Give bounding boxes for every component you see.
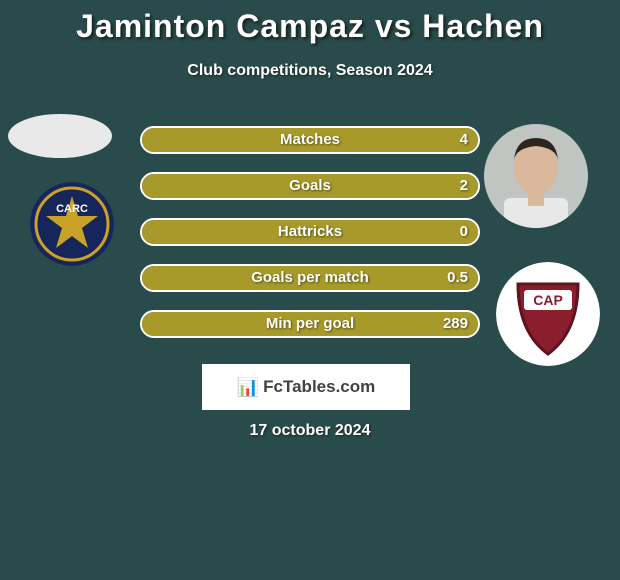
stat-label: Hattricks bbox=[142, 220, 478, 244]
chart-icon: 📊 bbox=[237, 378, 259, 396]
stat-label: Goals per match bbox=[142, 266, 478, 290]
avatar-right-svg bbox=[484, 124, 588, 228]
stat-row: Goals2 bbox=[140, 172, 480, 200]
watermark: 📊 FcTables.com bbox=[202, 364, 410, 410]
stat-label: Matches bbox=[142, 128, 478, 152]
page-subtitle: Club competitions, Season 2024 bbox=[0, 62, 620, 80]
stat-value-right: 289 bbox=[443, 312, 468, 336]
player-right-avatar bbox=[484, 124, 588, 228]
stat-row: Hattricks0 bbox=[140, 218, 480, 246]
stat-value-right: 4 bbox=[460, 128, 468, 152]
watermark-text: FcTables.com bbox=[263, 377, 375, 397]
crest-left-text: CARC bbox=[56, 203, 88, 215]
date-label: 17 october 2024 bbox=[0, 422, 620, 440]
stat-row: Min per goal289 bbox=[140, 310, 480, 338]
crest-right-text: CAP bbox=[533, 292, 563, 308]
page-title: Jaminton Campaz vs Hachen bbox=[0, 8, 620, 45]
stat-label: Min per goal bbox=[142, 312, 478, 336]
player-right-crest: CAP bbox=[496, 262, 600, 366]
stat-label: Goals bbox=[142, 174, 478, 198]
crest-left-svg: CARC bbox=[30, 182, 114, 266]
stat-value-right: 0.5 bbox=[447, 266, 468, 290]
crest-right-svg: CAP bbox=[496, 262, 600, 366]
stat-value-right: 0 bbox=[460, 220, 468, 244]
stat-row: Goals per match0.5 bbox=[140, 264, 480, 292]
comparison-card: Jaminton Campaz vs Hachen Club competiti… bbox=[0, 0, 620, 580]
player-left-crest: CARC bbox=[30, 182, 114, 266]
stat-value-right: 2 bbox=[460, 174, 468, 198]
player-left-avatar bbox=[8, 114, 112, 158]
stat-row: Matches4 bbox=[140, 126, 480, 154]
